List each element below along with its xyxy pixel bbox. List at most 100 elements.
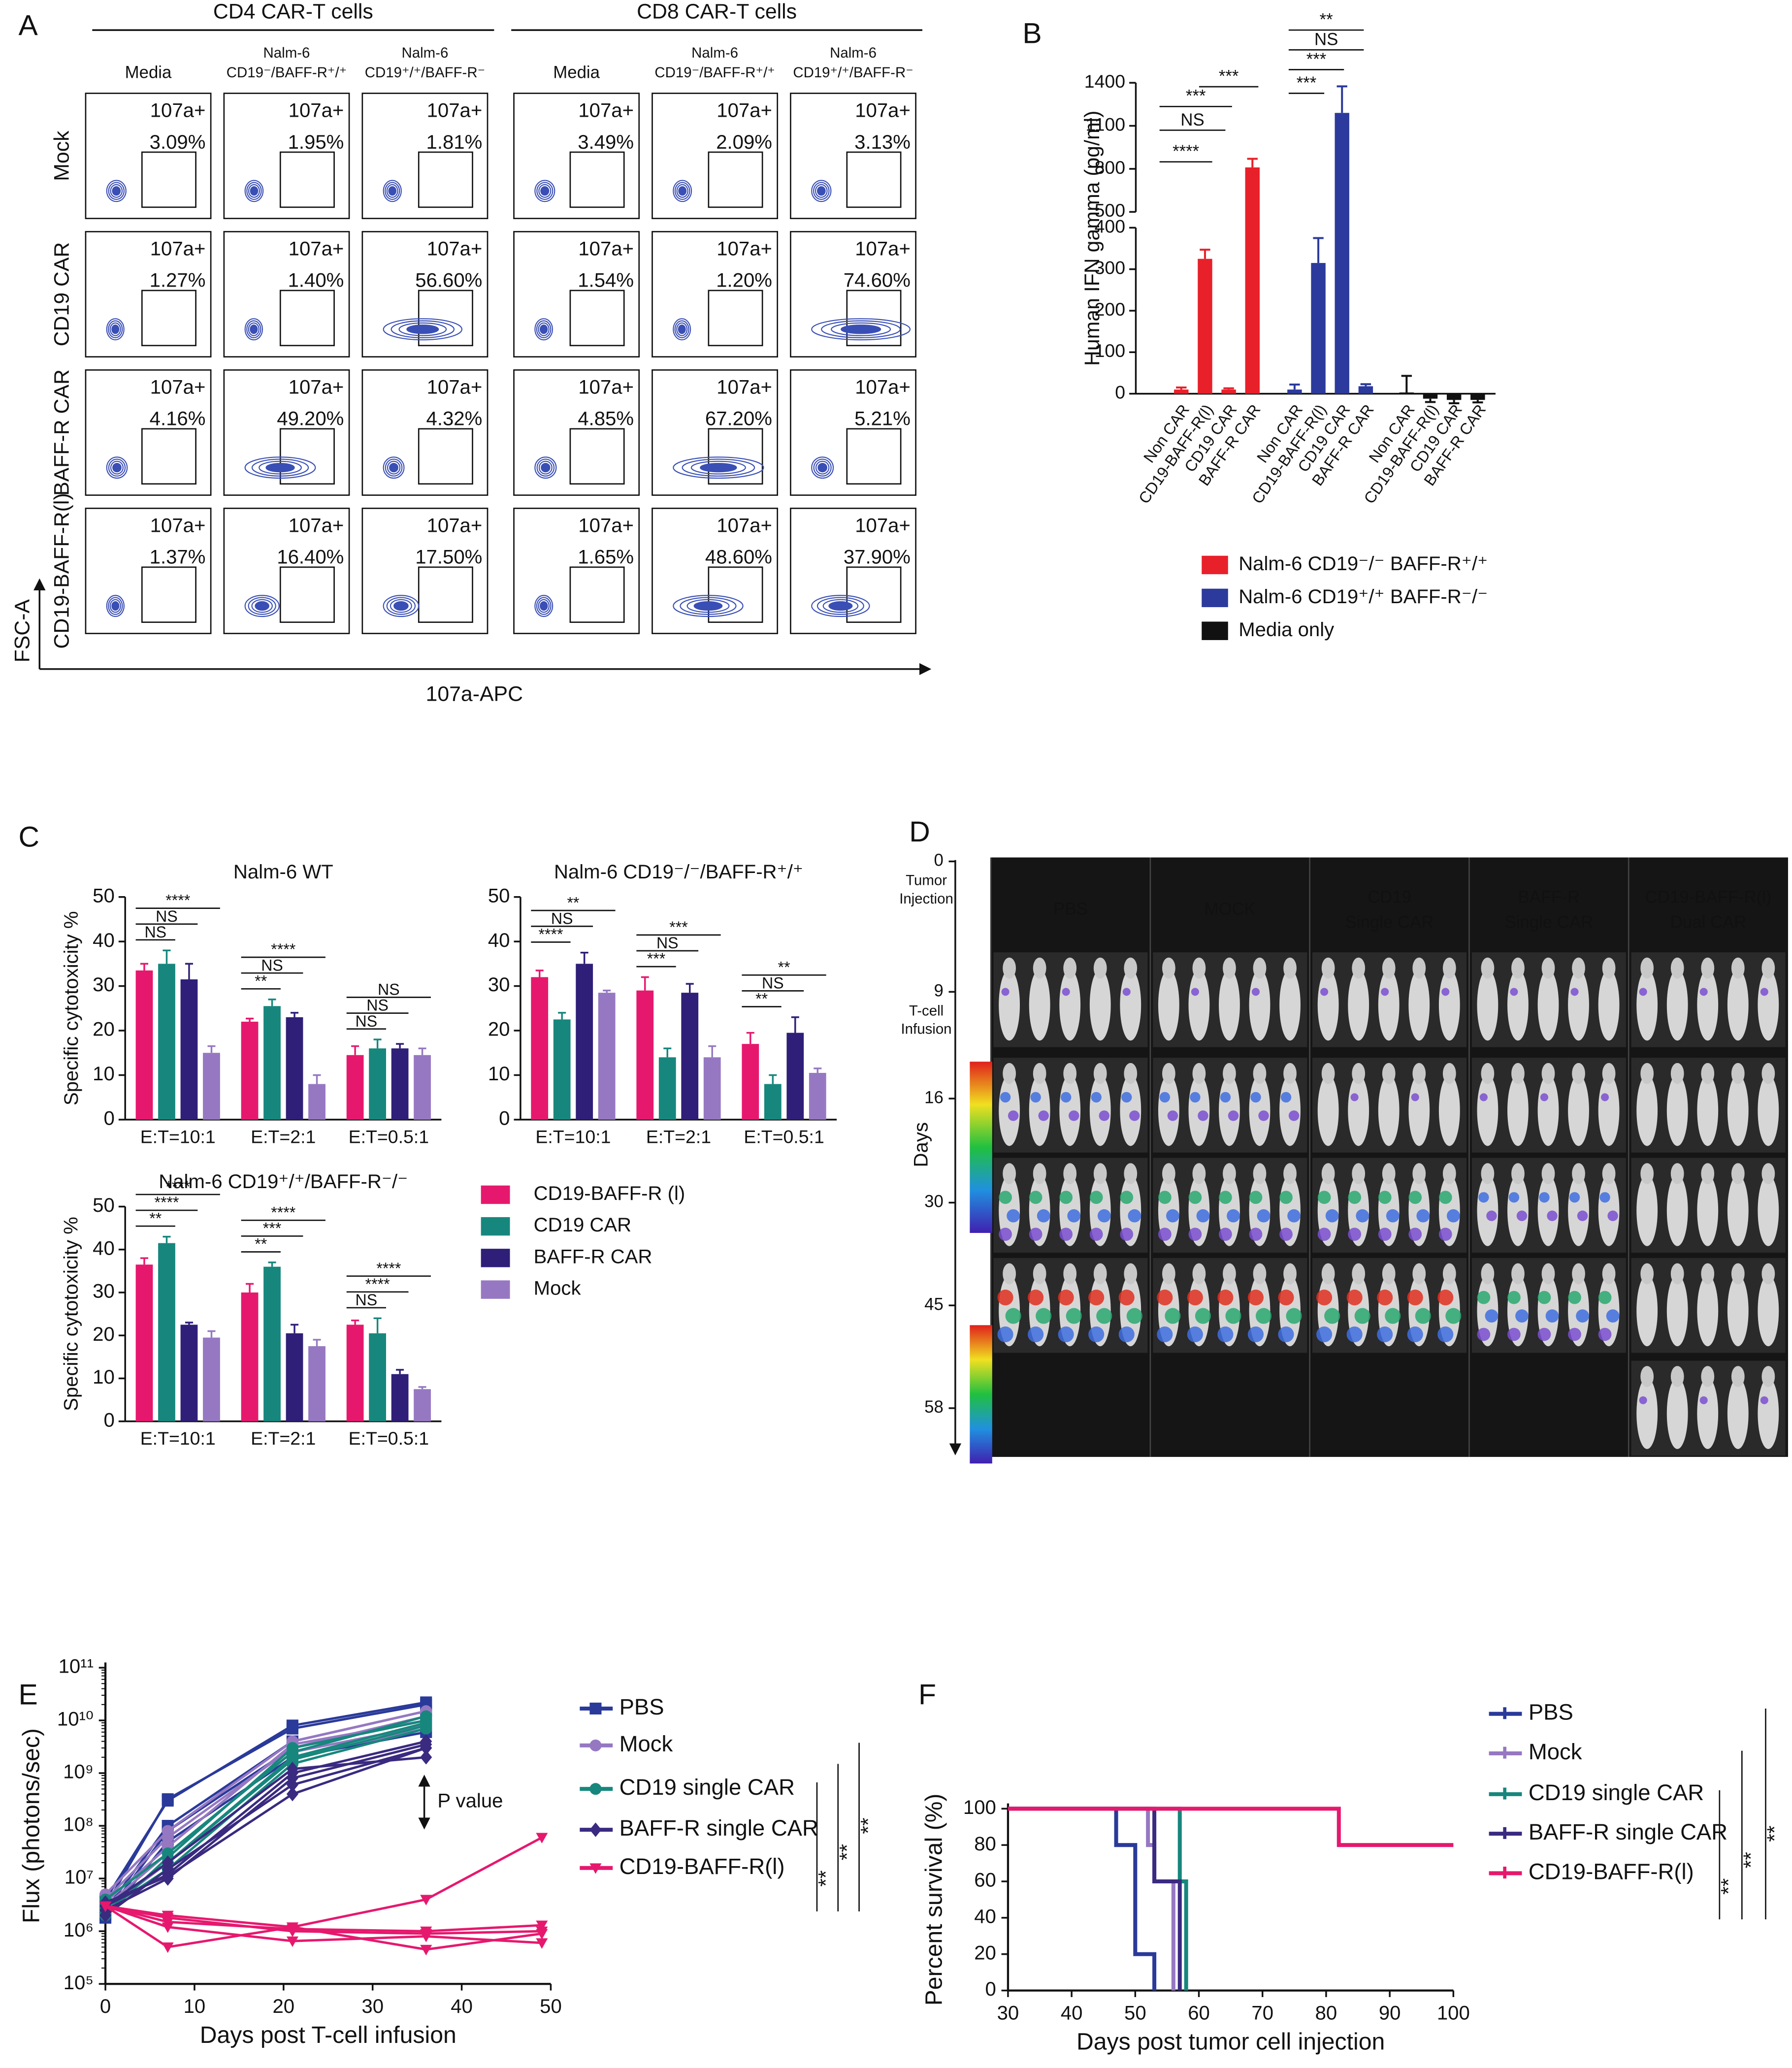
signal <box>1126 1308 1142 1324</box>
contour <box>811 180 832 202</box>
error-bar <box>163 949 171 964</box>
mouse-head <box>1253 1263 1267 1285</box>
timepoint-note: Tumor <box>906 872 947 888</box>
mouse-head <box>1701 1263 1715 1285</box>
gate-percent: 1.95% <box>288 131 344 153</box>
signal <box>1316 1326 1333 1343</box>
mouse <box>1348 969 1369 1041</box>
mouse-head <box>1572 1263 1585 1285</box>
contour-ring <box>110 460 124 475</box>
error-bar <box>1247 158 1258 168</box>
signal <box>1598 1327 1612 1341</box>
x-axis-label: Days post T-cell infusion <box>200 2022 456 2048</box>
contour-ring <box>248 597 276 615</box>
chart-title: Nalm-6 CD19⁻/⁻/BAFF-R⁺/⁺ <box>554 861 803 883</box>
significance-label: NS <box>261 956 283 974</box>
signal <box>1699 988 1708 996</box>
y-axis-label: Flux (photons/sec) <box>18 1728 45 1923</box>
mouse <box>1317 969 1339 1041</box>
mouse <box>1158 969 1179 1041</box>
significance-label: **** <box>271 1203 295 1221</box>
mouse-head <box>1481 957 1495 979</box>
mouse <box>1758 1175 1779 1246</box>
x-tick-label: E:T=2:1 <box>251 1126 316 1147</box>
mouse <box>1408 1074 1430 1146</box>
mouse-head <box>1003 1263 1016 1285</box>
mouse-head <box>1382 1263 1396 1285</box>
signal <box>1607 1210 1618 1221</box>
mouse-head <box>1192 1063 1206 1084</box>
contour-ring <box>255 601 270 611</box>
signal <box>1219 1191 1232 1204</box>
y-tick-label: 100 <box>963 1796 996 1818</box>
signal <box>1250 1092 1261 1103</box>
significance-label: **** <box>376 1260 401 1277</box>
bar <box>703 1057 721 1120</box>
bar <box>764 1084 782 1120</box>
contour-ring <box>822 599 859 613</box>
gate-label: 107a+ <box>578 376 634 398</box>
signal <box>1508 1192 1520 1203</box>
significance-label: ** <box>778 958 790 976</box>
mouse-head <box>1541 1063 1555 1084</box>
signal <box>1446 1209 1460 1223</box>
contour-ring <box>540 186 550 196</box>
signal <box>1760 1396 1768 1404</box>
error-bar <box>791 1016 799 1033</box>
mouse <box>1537 1175 1559 1246</box>
signal <box>1158 1191 1172 1204</box>
mouse <box>1158 1074 1179 1146</box>
mouse-head <box>1541 957 1555 979</box>
contour-ring <box>534 456 557 479</box>
gate-percent: 4.85% <box>578 408 634 430</box>
signal <box>1346 1326 1363 1343</box>
mouse-head <box>1283 1163 1297 1185</box>
marker <box>420 1895 432 1906</box>
mouse <box>1438 1074 1460 1146</box>
contour-ring <box>383 456 405 479</box>
gate-label: 107a+ <box>289 99 344 122</box>
bar <box>1198 258 1212 394</box>
signal <box>1097 1209 1111 1223</box>
contour <box>244 456 316 479</box>
signal <box>1069 1110 1079 1121</box>
significance-label: *** <box>669 918 687 936</box>
error-bar <box>373 1317 382 1333</box>
column-label: Media <box>125 64 172 82</box>
gate-percent: 74.60% <box>844 269 911 291</box>
contour-ring <box>383 595 420 617</box>
marker <box>162 1855 174 1870</box>
mouse <box>999 969 1020 1041</box>
error-bar <box>313 1339 321 1347</box>
contour-ring <box>673 595 744 617</box>
significance-label: NS <box>156 907 178 925</box>
gate <box>418 428 473 485</box>
contour-ring <box>811 180 832 202</box>
group-header: MOCK <box>1205 900 1256 919</box>
contour <box>673 318 691 341</box>
contour-ring <box>534 595 554 617</box>
significance-label: NS <box>551 909 573 927</box>
signal <box>1545 1309 1559 1323</box>
signal <box>1348 1228 1362 1241</box>
group-header: CD19 <box>1368 888 1411 907</box>
contour-ring <box>250 324 258 334</box>
mouse <box>1537 1074 1559 1146</box>
mouse-head <box>1063 1163 1077 1185</box>
error-bar <box>313 1074 321 1084</box>
mouse <box>1059 1074 1081 1146</box>
marker <box>286 1936 298 1947</box>
signal <box>1219 1228 1232 1241</box>
y-tick-label: 0 <box>1115 382 1125 402</box>
x-tick-label: E:T=0.5:1 <box>349 1126 429 1147</box>
contour <box>106 180 127 202</box>
contour <box>534 595 554 617</box>
signal <box>1008 1110 1019 1121</box>
gate <box>569 151 625 208</box>
group-header: BAFF-R <box>1518 888 1580 907</box>
y-axis-label: Days <box>910 1122 932 1167</box>
mouse <box>1666 1378 1688 1449</box>
contour-ring <box>112 463 122 473</box>
signal <box>1601 1093 1609 1101</box>
y-tick-label: 60 <box>974 1869 996 1891</box>
